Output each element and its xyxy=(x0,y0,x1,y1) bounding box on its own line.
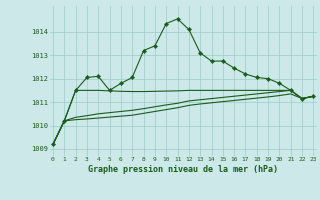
X-axis label: Graphe pression niveau de la mer (hPa): Graphe pression niveau de la mer (hPa) xyxy=(88,165,278,174)
